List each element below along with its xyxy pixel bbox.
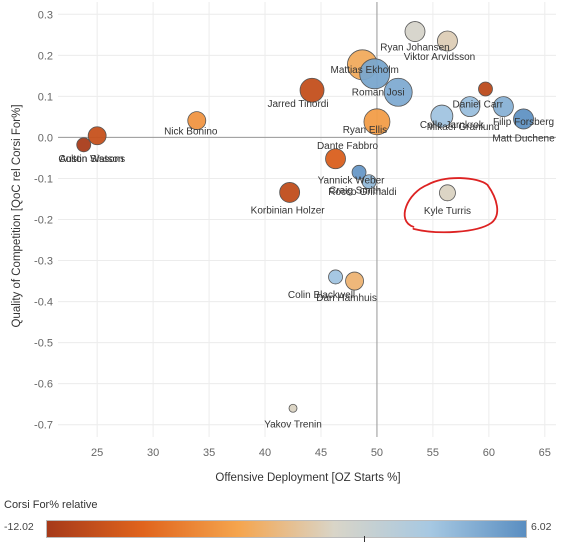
x-tick-label: 55 [427, 447, 439, 459]
x-axis-title: Offensive Deployment [OZ Starts %] [215, 472, 400, 484]
legend-title: Corsi For% relative [4, 499, 98, 511]
data-point [359, 58, 391, 90]
x-tick-label: 25 [91, 447, 103, 459]
data-point [279, 182, 301, 203]
data-point [513, 108, 534, 130]
x-tick-label: 60 [483, 447, 495, 459]
data-points [76, 21, 534, 413]
legend-max-label: 6.02 [531, 521, 552, 533]
x-tick-label: 40 [259, 447, 271, 459]
point-label: Filip Forsberg [493, 117, 554, 128]
data-point [459, 96, 481, 118]
color-legend-bar [46, 520, 527, 538]
y-tick-label: 0.3 [38, 9, 53, 21]
data-point [351, 164, 367, 180]
x-tick-label: 50 [371, 447, 383, 459]
tick-labels: 25 30 35 40 45 50 55 60 65 0.3 0.2 0.1 0.0 -0.1 -0.2 -0… [34, 9, 551, 459]
x-tick-label: 30 [147, 447, 159, 459]
y-axis-title: Quality of Competition [QoC rel Corsi Fo… [11, 104, 23, 327]
point-label: Nick Bonino [164, 127, 218, 138]
point-label: Yannick Weber [318, 175, 386, 186]
point-label: Ryan Johansen [380, 43, 450, 54]
point-label: Mattias Ekholm [331, 65, 399, 76]
data-point [478, 81, 493, 97]
x-tick-label: 45 [315, 447, 327, 459]
data-point [325, 148, 346, 170]
point-label: Viktor Arvidsson [404, 52, 476, 63]
annotation-ellipse [403, 177, 499, 234]
point-label: Korbinian Holzer [251, 205, 326, 216]
data-point [76, 137, 92, 153]
point-label: Ryan Ellis [343, 125, 387, 136]
y-tick-label: 0.0 [38, 132, 53, 144]
data-point [493, 96, 514, 118]
point-label: Rocco Grimaldi [328, 187, 396, 198]
point-label: Matt Duchene [492, 134, 555, 145]
y-tick-label: -0.3 [34, 256, 53, 268]
data-point [430, 104, 454, 128]
x-tick-label: 35 [203, 447, 215, 459]
legend-min-label: -12.02 [4, 521, 34, 533]
point-label: Austin Watson [60, 154, 124, 165]
y-tick-label: -0.4 [34, 297, 53, 309]
point-label: Colton Sissons [58, 154, 125, 165]
data-point [437, 30, 458, 52]
x-tick-label: 65 [539, 447, 551, 459]
point-label: Dante Fabbro [317, 141, 379, 152]
data-point [328, 269, 343, 285]
point-label: Mikael Granlund [427, 122, 500, 133]
annotation-layer [403, 177, 499, 234]
data-point [87, 126, 107, 146]
data-point [439, 184, 456, 202]
data-point [299, 77, 325, 103]
data-point [288, 403, 298, 413]
point-label: Jarred Tinordi [267, 99, 328, 110]
y-tick-label: -0.6 [34, 379, 53, 391]
y-tick-label: 0.2 [38, 50, 53, 62]
y-tick-label: -0.1 [34, 173, 53, 185]
y-tick-label: -0.7 [34, 420, 53, 432]
y-tick-label: -0.2 [34, 215, 53, 227]
gridlines [58, 2, 556, 437]
point-label: Craig Smith [329, 186, 381, 197]
point-label: Yakov Trenin [264, 419, 322, 430]
data-point [361, 174, 377, 190]
legend-marker [364, 536, 365, 542]
data-point [383, 77, 413, 107]
point-label: Dan Hamhuis [316, 293, 377, 304]
y-tick-label: -0.5 [34, 338, 53, 350]
point-label: Kyle Turris [424, 206, 471, 217]
point-label: Roman Josi [352, 87, 405, 98]
point-label: Daniel Carr [453, 100, 504, 111]
data-point [187, 111, 207, 130]
data-point [363, 108, 391, 136]
data-point [404, 21, 426, 42]
y-tick-label: 0.1 [38, 91, 53, 103]
point-label: Colin Blackwell [288, 290, 355, 301]
data-point [345, 271, 364, 291]
point-label: Calle Jarnkrok [420, 120, 485, 131]
scatter-chart: 25 30 35 40 45 50 55 60 65 0.3 0.2 0.1 0.0 -0.1 -0.2 -0… [11, 2, 556, 484]
